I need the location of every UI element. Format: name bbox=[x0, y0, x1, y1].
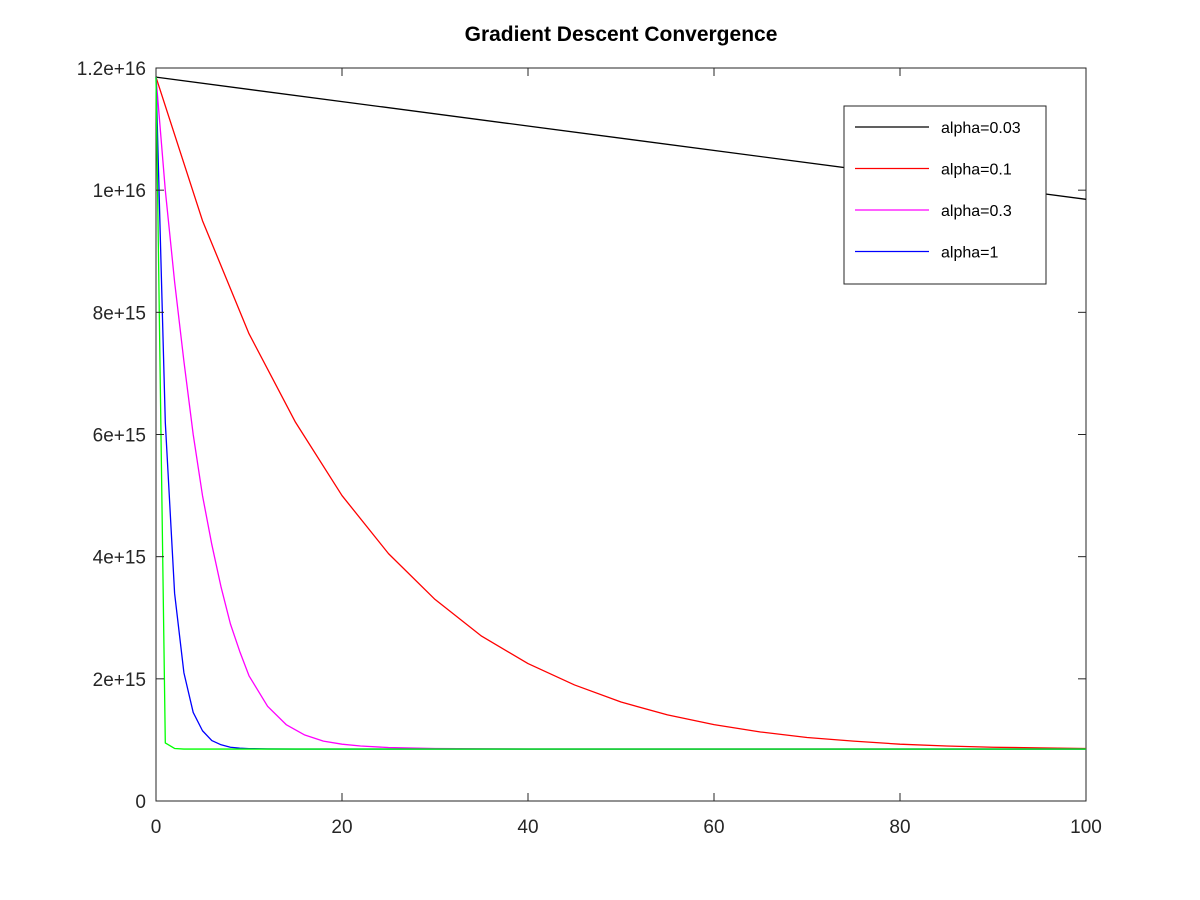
y-tick-label: 6e+15 bbox=[93, 426, 146, 447]
y-tick-label: 1e+16 bbox=[93, 181, 146, 202]
legend-label: alpha=0.1 bbox=[941, 162, 1012, 179]
chart-title: Gradient Descent Convergence bbox=[465, 23, 778, 46]
legend-label: alpha=0.3 bbox=[941, 203, 1012, 220]
y-tick-label: 4e+15 bbox=[93, 548, 146, 569]
x-tick-label: 60 bbox=[703, 817, 724, 838]
series-line-5 bbox=[155, 77, 1086, 750]
tick-layer: 0 20 40 60 80 100 0 2e+15 4e+15 6e+15 8e+15 1e+16 1.… bbox=[77, 59, 1102, 838]
y-tick-label: 8e+15 bbox=[93, 303, 146, 324]
x-tick-label: 0 bbox=[151, 817, 162, 838]
legend-box bbox=[843, 105, 1047, 285]
legend: alpha=0.03 alpha=0.1 alpha=0.3 alpha=1 bbox=[843, 105, 1047, 285]
legend-label: alpha=0.03 bbox=[941, 120, 1021, 137]
y-tick-label: 2e+15 bbox=[93, 670, 146, 691]
y-tick-label: 1.2e+16 bbox=[77, 59, 146, 80]
x-tick-label: 20 bbox=[331, 817, 352, 838]
series-line-2 bbox=[155, 76, 1087, 750]
x-tick-label: 40 bbox=[517, 817, 538, 838]
x-tick-label: 80 bbox=[889, 817, 910, 838]
legend-label: alpha=1 bbox=[941, 245, 998, 262]
y-tick-label: 0 bbox=[135, 792, 146, 813]
x-tick-label: 100 bbox=[1070, 817, 1102, 838]
